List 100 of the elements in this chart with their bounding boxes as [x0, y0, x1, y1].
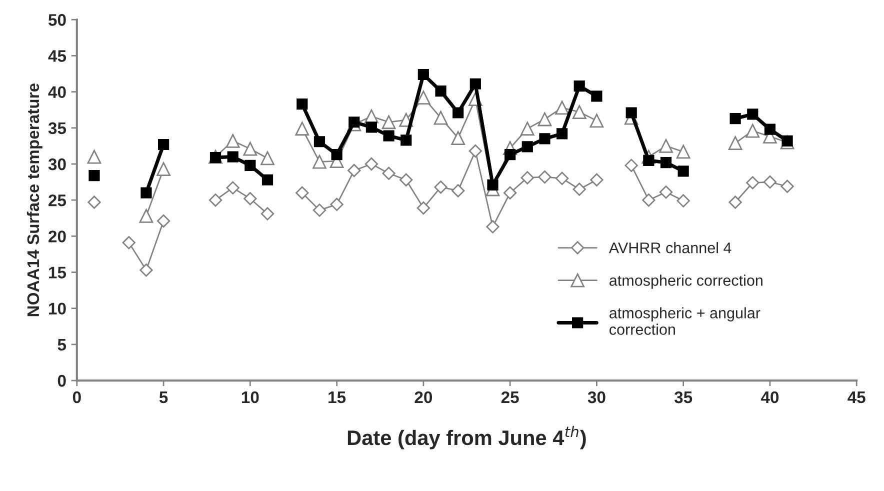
legend-label: AVHRR channel 4	[608, 242, 732, 254]
point	[676, 144, 690, 159]
y-tick-label: 45	[48, 50, 66, 62]
point	[676, 194, 690, 208]
point	[260, 207, 274, 220]
point	[227, 151, 238, 162]
point	[728, 136, 742, 150]
point	[140, 264, 153, 277]
y-tick-label: 30	[48, 158, 66, 170]
point	[504, 149, 516, 160]
point	[364, 157, 378, 171]
point	[366, 122, 378, 133]
point	[503, 186, 517, 200]
point	[226, 181, 240, 194]
point	[624, 158, 638, 172]
point	[262, 174, 274, 186]
point	[434, 180, 448, 194]
point	[208, 193, 222, 207]
point	[295, 122, 310, 136]
point	[451, 131, 466, 145]
y-axis-title: NOAA14 Surface temperature	[26, 83, 42, 316]
point	[555, 172, 569, 186]
point	[122, 236, 136, 250]
point	[87, 150, 102, 164]
point	[642, 193, 656, 207]
point	[626, 107, 637, 118]
point	[296, 186, 309, 200]
point	[452, 184, 465, 198]
point	[244, 160, 256, 171]
point	[487, 179, 498, 190]
y-tick-label: 40	[48, 86, 66, 98]
point	[660, 156, 672, 168]
point	[780, 180, 794, 193]
y-tick-label: 5	[58, 339, 66, 351]
point	[452, 107, 464, 118]
point	[590, 114, 604, 128]
point	[400, 134, 412, 146]
point	[470, 78, 481, 90]
point	[659, 139, 673, 153]
x-tick-label: 25	[501, 391, 519, 404]
y-tick-label: 25	[48, 194, 66, 206]
point	[348, 164, 361, 178]
legend-label: atmospheric correction	[610, 274, 762, 289]
point	[382, 166, 396, 180]
x-tick-label: 35	[674, 391, 692, 404]
y-tick-label: 0	[58, 374, 66, 387]
point	[416, 90, 430, 105]
point	[538, 170, 552, 184]
point	[210, 152, 222, 164]
point	[678, 166, 689, 177]
point	[418, 68, 429, 80]
point	[156, 214, 170, 228]
y-tick-label: 20	[48, 230, 66, 242]
x-tick-label: 45	[848, 392, 866, 404]
point	[296, 98, 308, 110]
y-tick-label: 35	[48, 122, 66, 134]
point	[434, 110, 448, 125]
point	[330, 198, 344, 211]
point	[572, 182, 586, 196]
x-tick-label: 20	[414, 391, 432, 404]
point	[746, 176, 760, 190]
point	[763, 175, 777, 189]
point	[659, 186, 673, 199]
point	[522, 141, 533, 152]
point	[139, 209, 154, 223]
point	[156, 162, 170, 176]
point	[140, 187, 152, 198]
x-axis-title: Date (day from June 4$^{th}$)	[348, 426, 586, 450]
point	[747, 108, 758, 120]
point	[400, 173, 413, 186]
x-tick-label: 15	[328, 392, 346, 404]
point	[312, 204, 326, 217]
point	[314, 136, 326, 148]
point	[312, 154, 326, 169]
point	[538, 112, 552, 126]
point	[435, 86, 446, 97]
point	[383, 130, 394, 142]
point	[764, 124, 776, 135]
point	[572, 105, 586, 119]
point	[574, 80, 585, 92]
x-tick-label: 40	[760, 391, 779, 404]
y-tick-label: 15	[49, 266, 66, 278]
legend-label: atmospheric + angular correction	[610, 307, 760, 335]
point	[556, 128, 568, 140]
point	[416, 201, 430, 215]
point	[555, 100, 569, 115]
point	[331, 149, 342, 160]
point	[88, 170, 100, 182]
x-tick-label: 0	[72, 391, 81, 404]
point	[244, 192, 257, 206]
point	[382, 115, 396, 130]
x-tick-label: 5	[159, 392, 168, 404]
point	[158, 138, 170, 150]
y-tick-label: 10	[49, 302, 66, 315]
y-tick-label: 50	[48, 14, 66, 26]
point	[88, 196, 101, 209]
point	[468, 144, 482, 158]
x-tick-label: 30	[588, 391, 606, 404]
x-tick-label: 10	[242, 391, 259, 404]
point	[260, 151, 274, 166]
